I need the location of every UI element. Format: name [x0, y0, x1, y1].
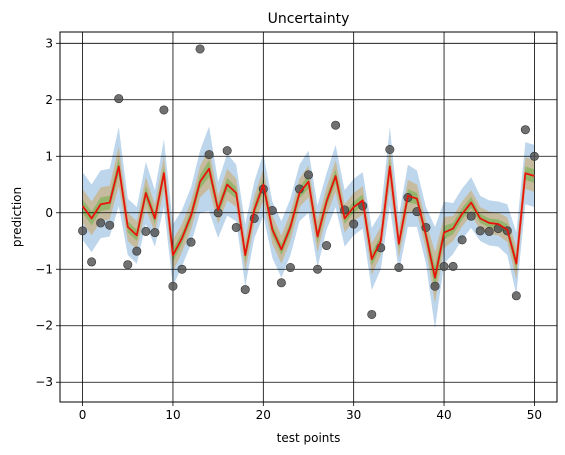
data-point: [322, 241, 332, 251]
mean-line-group: [81, 165, 535, 279]
y-tick-label: 1: [45, 149, 53, 163]
data-point: [385, 144, 395, 154]
data-point: [276, 278, 286, 288]
data-point: [204, 150, 214, 160]
data-point: [367, 309, 377, 319]
data-point: [313, 264, 323, 274]
y-tick-label: 2: [45, 93, 53, 107]
mean-line: [81, 165, 535, 279]
data-point: [529, 151, 539, 161]
data-point: [439, 261, 449, 271]
data-point: [114, 94, 124, 104]
data-point: [240, 285, 250, 295]
data-point: [195, 44, 205, 54]
y-tick-label: 3: [45, 36, 53, 50]
data-point: [484, 226, 494, 236]
data-point: [150, 228, 160, 238]
data-point: [430, 281, 440, 291]
x-axis-ticks: 0 10 20 30 40 50: [79, 402, 542, 422]
data-point: [96, 218, 106, 228]
y-tick-label: −2: [35, 319, 53, 333]
data-point: [331, 120, 341, 130]
data-point: [132, 246, 142, 256]
x-tick-label: 30: [346, 408, 361, 422]
y-axis-ticks: −3 −2 −1 0 1 2 3: [35, 36, 60, 389]
data-point: [466, 211, 476, 221]
data-point: [87, 257, 97, 267]
data-point: [475, 226, 485, 236]
data-point: [231, 222, 241, 232]
data-point: [159, 105, 169, 115]
grid-lines: [60, 32, 557, 402]
band-mid: [82, 146, 535, 304]
band-outer: [82, 126, 535, 329]
x-tick-label: 20: [256, 408, 271, 422]
data-point: [105, 220, 115, 230]
data-point: [123, 260, 133, 270]
x-tick-label: 0: [79, 408, 87, 422]
x-tick-label: 10: [165, 408, 180, 422]
data-point: [222, 146, 232, 156]
data-point: [285, 263, 295, 273]
y-tick-label: −3: [35, 375, 53, 389]
data-point: [78, 226, 88, 236]
data-point: [448, 261, 458, 271]
observed-points: [78, 44, 539, 319]
data-point: [457, 235, 467, 245]
x-tick-label: 40: [436, 408, 451, 422]
data-point: [511, 291, 521, 301]
x-axis-label: test points: [277, 431, 341, 445]
x-tick-label: 50: [527, 408, 542, 422]
data-point: [141, 226, 151, 236]
y-axis-label: prediction: [10, 187, 24, 247]
data-point: [520, 125, 530, 135]
y-tick-label: 0: [45, 206, 53, 220]
y-tick-label: −1: [35, 262, 53, 276]
data-point: [349, 219, 359, 229]
data-point: [394, 263, 404, 273]
plot-frame: [59, 31, 558, 403]
chart-title: Uncertainty: [268, 11, 350, 27]
data-point: [186, 237, 196, 247]
data-point: [168, 281, 178, 291]
data-point: [177, 264, 187, 274]
data-point: [303, 170, 313, 180]
